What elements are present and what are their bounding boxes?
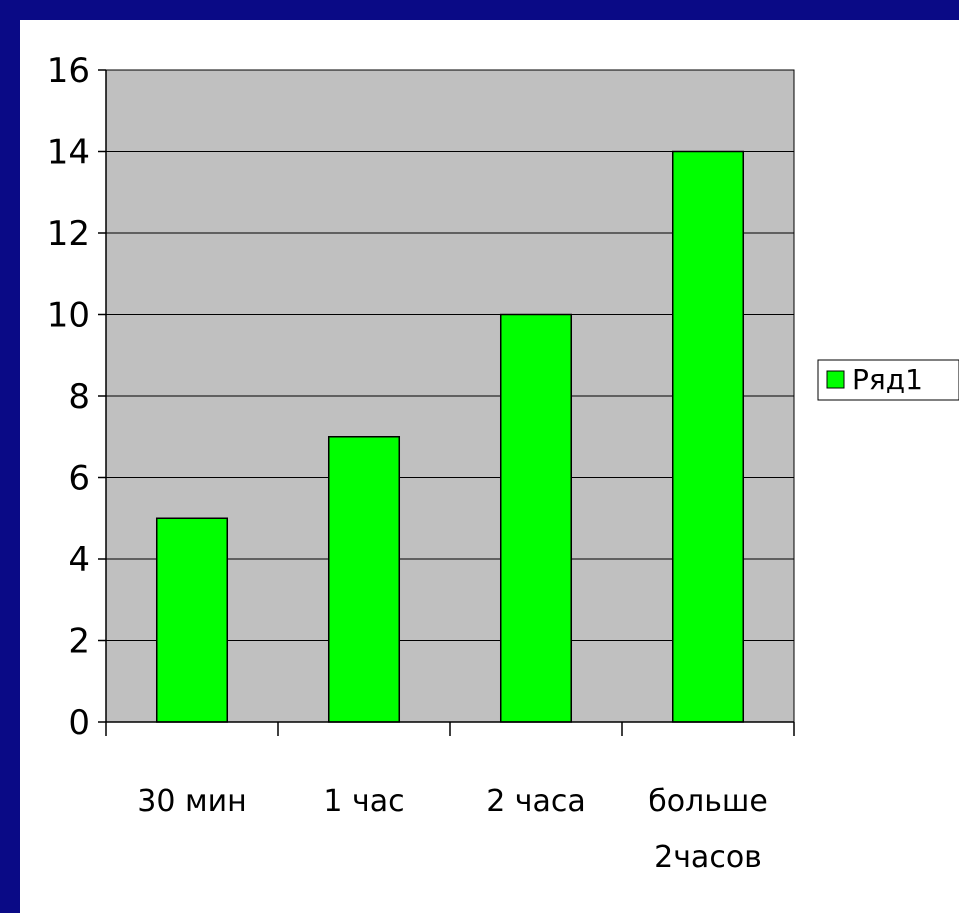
category-labels: 30 мин 1 час 2 часа больше 2часов <box>137 784 768 875</box>
category-label: 1 час <box>323 784 404 819</box>
legend: Ряд1 <box>817 359 959 401</box>
slide-top-band <box>0 0 959 20</box>
category-label: больше <box>648 784 768 819</box>
bar <box>155 517 229 723</box>
category-label: 2 часа <box>486 784 586 819</box>
y-tick-labels: 0 2 4 6 8 10 12 14 16 <box>47 51 106 743</box>
y-tick-label: 10 <box>47 296 90 336</box>
y-tick-label: 12 <box>47 214 90 254</box>
slide-left-band <box>0 0 20 913</box>
y-tick-label: 4 <box>68 540 90 580</box>
y-tick-label: 16 <box>47 51 90 91</box>
y-tick-label: 14 <box>47 133 90 173</box>
category-label: 2часов <box>654 840 762 875</box>
bars-layer <box>155 150 745 723</box>
legend-swatch <box>826 370 845 389</box>
y-tick-label: 6 <box>68 459 90 499</box>
category-label: 30 мин <box>137 784 246 819</box>
y-tick-label: 8 <box>68 377 90 417</box>
bar <box>499 313 573 723</box>
y-tick-label: 2 <box>68 622 90 662</box>
y-tick-label: 0 <box>68 703 90 743</box>
x-tick-marks <box>105 722 795 736</box>
legend-label: Ряд1 <box>852 363 923 396</box>
bar <box>671 150 745 723</box>
bar <box>327 436 401 723</box>
